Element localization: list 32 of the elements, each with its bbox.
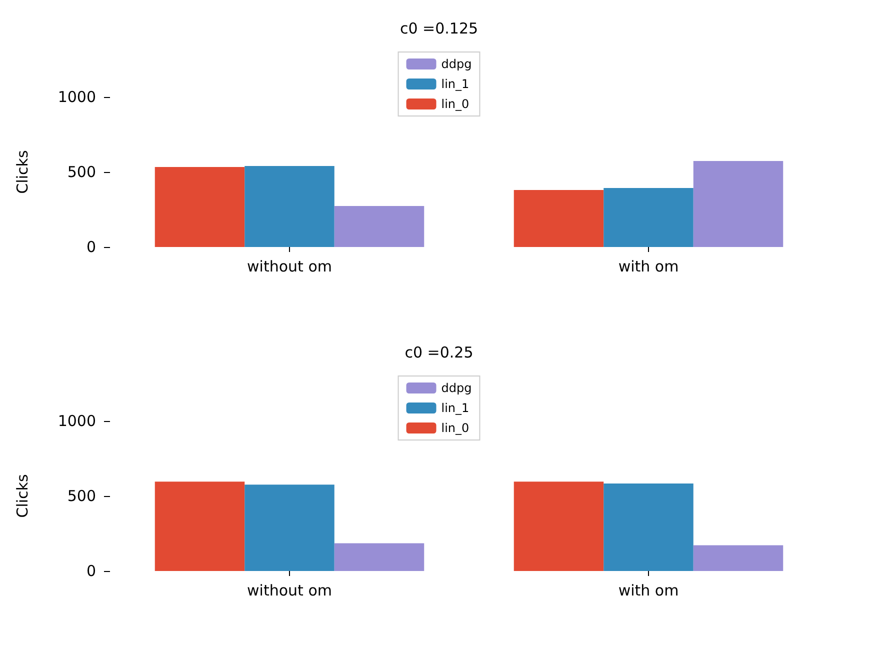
- x-tick-label: without om: [247, 582, 332, 600]
- bar: [604, 484, 694, 571]
- y-tick-label: 0: [86, 238, 96, 256]
- legend-label: ddpg: [441, 57, 472, 71]
- x-tick-label: without om: [247, 258, 332, 276]
- bar: [244, 166, 334, 247]
- bar: [334, 206, 424, 247]
- y-axis-title: Clicks: [14, 150, 32, 194]
- bar: [514, 190, 604, 247]
- bar: [514, 482, 604, 571]
- y-tick-label: 1000: [58, 412, 96, 430]
- legend-label: lin_1: [441, 401, 470, 415]
- y-tick-label: 1000: [58, 88, 96, 106]
- y-axis-title: Clicks: [14, 474, 32, 518]
- bar: [244, 484, 334, 571]
- chart-title: c0 =0.25: [404, 344, 474, 362]
- y-tick-label: 500: [67, 487, 96, 505]
- y-tick-label: 0: [86, 562, 96, 580]
- bar: [154, 482, 245, 571]
- bar: [604, 188, 694, 247]
- x-tick-label: with om: [618, 258, 679, 276]
- legend-label: ddpg: [441, 381, 472, 395]
- x-tick-label: with om: [618, 582, 679, 600]
- legend-label: lin_1: [441, 77, 470, 91]
- chart-title: c0 =0.125: [400, 20, 478, 38]
- y-tick-label: 500: [67, 163, 96, 181]
- bar: [693, 545, 784, 571]
- bar: [154, 167, 245, 247]
- legend-label: lin_0: [441, 421, 470, 435]
- bar: [334, 543, 424, 571]
- bar: [693, 161, 784, 247]
- legend-label: lin_0: [441, 97, 470, 111]
